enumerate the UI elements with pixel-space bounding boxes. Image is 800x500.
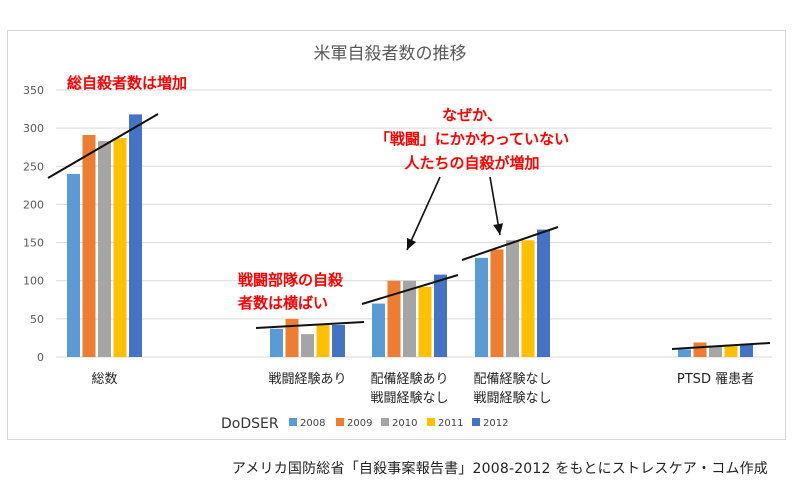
- bar-2008-cat0: [67, 173, 80, 357]
- bar-2011-cat1: [316, 324, 330, 357]
- annotation-text: 戦闘部隊の自殺者数は横ばい: [238, 271, 344, 312]
- bar-2012-cat4: [740, 344, 753, 357]
- trend-lines: [47, 113, 771, 350]
- bar-2010-cat1: [301, 334, 314, 357]
- y-tick-label: 200: [23, 198, 44, 211]
- bars: [67, 114, 753, 357]
- chart-title: 米軍自殺者数の推移: [314, 44, 467, 64]
- arrow-head: [493, 223, 504, 235]
- legend-swatch-2010: [381, 418, 389, 426]
- x-tick-label: PTSD 罹患者: [677, 372, 754, 387]
- trend-line: [671, 342, 771, 350]
- gridlines: [56, 89, 772, 358]
- bar-2009-cat1: [285, 318, 299, 357]
- x-tick-label: 配備経験なし戦闘経験なし: [473, 371, 551, 406]
- annotations: 総自殺者数は増加なぜか、「戦闘」にかかわっていない人たちの自殺が増加戦闘部隊の自…: [67, 74, 569, 312]
- bar-2011-cat4: [724, 344, 738, 357]
- bar-2010-cat3: [506, 240, 519, 357]
- legend-swatch-2008: [289, 418, 297, 426]
- legend-label-2011: 2011: [438, 418, 463, 429]
- legend-label-2012: 2012: [483, 418, 508, 429]
- bar-2008-cat1: [270, 328, 283, 357]
- y-tick-label: 150: [23, 237, 44, 250]
- y-tick-label: 100: [23, 275, 44, 288]
- trend-line: [361, 274, 459, 305]
- legend-swatch-2009: [336, 418, 344, 426]
- trend-line: [461, 226, 559, 261]
- bar-2012-cat0: [129, 114, 142, 357]
- bar-2009-cat3: [490, 249, 504, 357]
- bar-2008-cat2: [372, 303, 385, 357]
- bar-2011-cat3: [521, 240, 535, 357]
- legend-label-2010: 2010: [392, 418, 417, 429]
- bar-2009-cat2: [387, 280, 401, 357]
- legend-title: DoDSER: [221, 416, 279, 432]
- y-tick-label: 250: [23, 160, 44, 173]
- bar-2008-cat3: [475, 257, 488, 357]
- trend-line: [47, 113, 159, 179]
- y-tick-label: 0: [37, 351, 44, 364]
- bar-2011-cat2: [418, 286, 432, 357]
- bar-2010-cat4: [709, 345, 722, 357]
- source-note: アメリカ国防総省「自殺事案報告書」2008-2012 をもとにストレスケア・コム…: [231, 461, 768, 477]
- legend-swatch-2012: [472, 418, 480, 426]
- bar-2009-cat0: [82, 135, 96, 357]
- bar-2010-cat2: [403, 280, 416, 357]
- x-tick-label: 配備経験あり戦闘経験なし: [370, 371, 448, 406]
- arrow-head: [406, 237, 417, 250]
- annotation-arrows: [406, 176, 504, 251]
- bar-2011-cat0: [113, 138, 127, 357]
- y-tick-label: 350: [23, 84, 44, 97]
- bar-2012-cat3: [537, 229, 550, 357]
- annotation-text: 総自殺者数は増加: [67, 74, 187, 92]
- legend-label-2008: 2008: [300, 418, 325, 429]
- bar-2010-cat0: [98, 141, 111, 357]
- legend-swatch-2011: [427, 418, 435, 426]
- x-tick-label: 総数: [91, 372, 117, 387]
- bar-2012-cat1: [332, 324, 345, 357]
- y-tick-label: 50: [30, 313, 44, 326]
- legend-label-2009: 2009: [347, 418, 372, 429]
- y-tick-label: 300: [23, 122, 44, 135]
- x-tick-label: 戦闘経験あり: [268, 372, 346, 387]
- bar-2008-cat4: [678, 349, 691, 357]
- arrow-shaft: [406, 176, 441, 251]
- legend: DoDSER 2008 2009 2010 2011 2012: [221, 416, 508, 432]
- bar-2009-cat4: [693, 342, 707, 357]
- y-axis-ticks: 0 50 100 150 200 250 300 350: [23, 84, 44, 364]
- annotation-text: なぜか、「戦闘」にかかわっていない人たちの自殺が増加: [375, 106, 569, 172]
- trend-line: [255, 321, 365, 329]
- bar-2012-cat2: [434, 274, 447, 357]
